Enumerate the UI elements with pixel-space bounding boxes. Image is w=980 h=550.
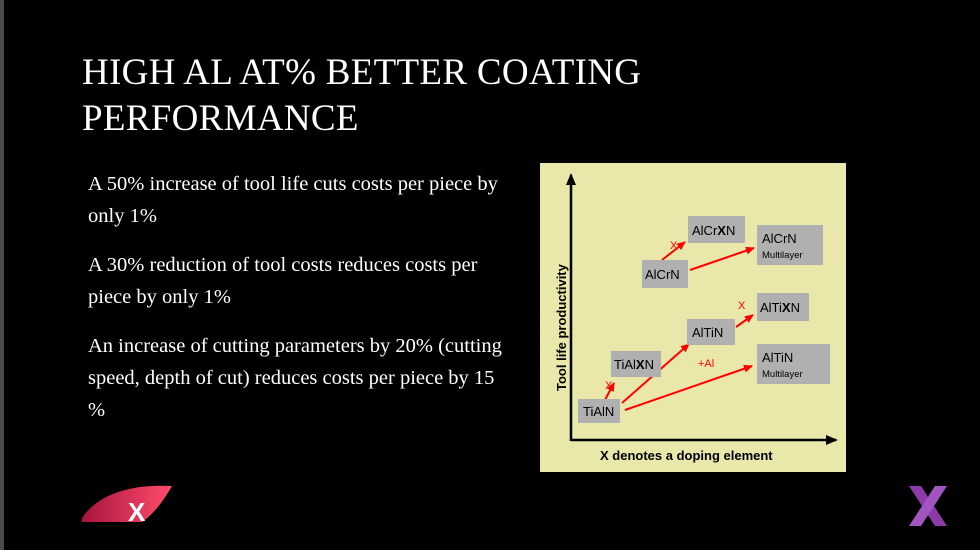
arrow-tialn-to-tialxn bbox=[604, 382, 615, 401]
svg-text:Multilayer: Multilayer bbox=[762, 369, 803, 380]
box-alcrxn: AlCrXN bbox=[688, 216, 745, 243]
bullet-item: An increase of cutting parameters by 20%… bbox=[88, 335, 502, 421]
box-tialn: TiAlN bbox=[578, 399, 620, 423]
svg-text:TiAlN: TiAlN bbox=[583, 404, 614, 419]
arrow-tialn-to-altin-multilayer bbox=[624, 364, 753, 411]
box-altixn: AlTiXN bbox=[757, 293, 809, 321]
slide-left-edge bbox=[0, 0, 4, 550]
arrow-label-x: X bbox=[605, 380, 613, 392]
box-tialxn: TiAlXN bbox=[611, 351, 661, 377]
bullet-item: A 30% reduction of tool costs reduces co… bbox=[88, 254, 478, 308]
svg-text:TiAlXN: TiAlXN bbox=[614, 357, 654, 372]
svg-text:AlCrXN: AlCrXN bbox=[692, 223, 735, 238]
box-alcrn: AlCrN bbox=[642, 260, 688, 288]
coating-diagram: Tool life productivity X denotes a dopin… bbox=[540, 163, 846, 472]
svg-text:AlTiN: AlTiN bbox=[762, 350, 793, 365]
arrow-label-x: X bbox=[738, 300, 746, 312]
svg-text:Multilayer: Multilayer bbox=[762, 250, 803, 261]
arrow-alcrn-to-alcrn-multilayer bbox=[689, 246, 755, 271]
svg-text:AlCrN: AlCrN bbox=[762, 231, 797, 246]
slide-title-line2: PERFORMANCE bbox=[82, 98, 359, 139]
y-axis-label: Tool life productivity bbox=[554, 263, 569, 391]
box-alcrn-multilayer: AlCrN Multilayer bbox=[757, 225, 823, 265]
svg-text:AlCrN: AlCrN bbox=[645, 267, 680, 282]
box-altin: AlTiN bbox=[687, 319, 735, 345]
svg-text:AlTiXN: AlTiXN bbox=[760, 300, 800, 315]
x-logo-purple-icon bbox=[905, 484, 951, 533]
x-axis-label: X denotes a doping element bbox=[600, 448, 773, 463]
slide-title-line1: HIGH AL AT% BETTER COATING bbox=[82, 52, 642, 93]
arrow-altin-to-altixn bbox=[735, 314, 754, 328]
slide-title: HIGH AL AT% BETTER COATING PERFORMANCE bbox=[82, 50, 782, 142]
x-logo-red-icon: X bbox=[80, 482, 174, 531]
bullet-list: A 50% increase of tool life cuts costs p… bbox=[88, 168, 508, 443]
coating-diagram-svg: Tool life productivity X denotes a dopin… bbox=[554, 173, 838, 463]
svg-text:X: X bbox=[128, 497, 146, 526]
box-altin-multilayer: AlTiN Multilayer bbox=[757, 344, 830, 384]
arrow-alcrn-to-alcrxn bbox=[661, 241, 686, 261]
svg-text:AlTiN: AlTiN bbox=[692, 325, 723, 340]
arrow-label-x: X bbox=[670, 240, 678, 252]
arrow-label-plus-al: +Al bbox=[698, 358, 714, 370]
bullet-item: A 50% increase of tool life cuts costs p… bbox=[88, 173, 498, 227]
